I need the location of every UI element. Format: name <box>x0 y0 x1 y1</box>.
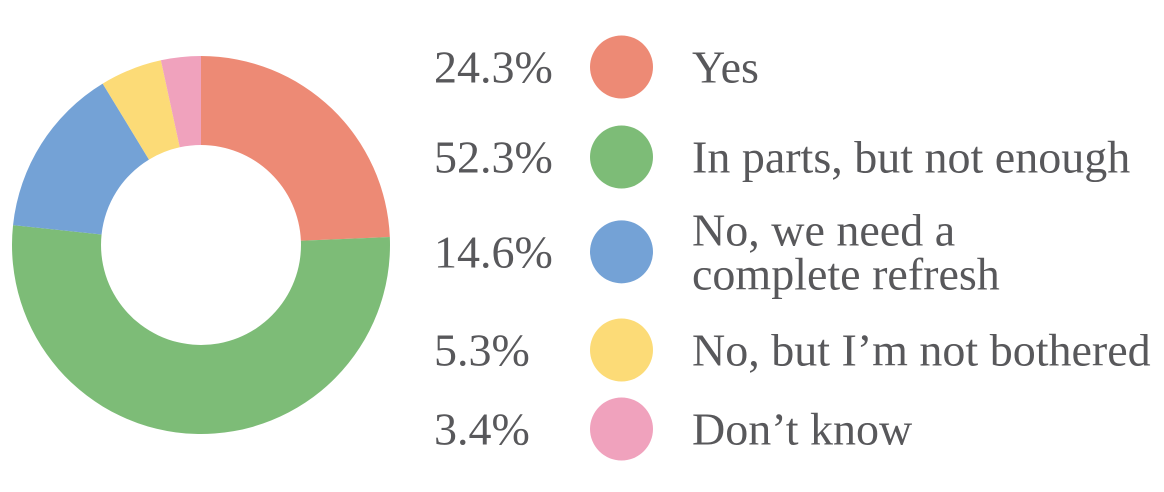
legend-item-in-parts: 52.3% In parts, but not enough <box>434 125 1164 189</box>
legend: 24.3% Yes 52.3% In parts, but not enough… <box>434 0 1164 492</box>
legend-swatch-icon <box>590 125 653 189</box>
legend-percent: 14.6% <box>434 226 553 277</box>
legend-percent: 52.3% <box>434 131 553 182</box>
donut-segment-0 <box>201 56 390 241</box>
donut-segment-1 <box>12 225 391 435</box>
donut-segment-4 <box>160 56 201 148</box>
legend-label: Don’t know <box>692 403 913 455</box>
donut-segment-3 <box>102 60 180 160</box>
legend-percent: 24.3% <box>434 41 553 92</box>
legend-label: No, but I’m not bothered <box>692 324 1151 376</box>
legend-percent: 3.4% <box>434 403 530 454</box>
legend-swatch-icon <box>590 318 653 382</box>
legend-label: Yes <box>692 41 759 93</box>
legend-item-yes: 24.3% Yes <box>434 35 1164 99</box>
legend-item-dont-know: 3.4% Don’t know <box>434 397 1164 461</box>
donut-segment-2 <box>13 83 149 235</box>
legend-percent: 5.3% <box>434 324 530 375</box>
legend-swatch-icon <box>590 220 653 284</box>
donut-chart <box>12 56 391 435</box>
legend-label: In parts, but not enough <box>692 131 1131 183</box>
legend-item-complete-refresh: 14.6% No, we need a complete refresh <box>434 204 1164 299</box>
legend-swatch-icon <box>590 35 653 99</box>
legend-item-not-bothered: 5.3% No, but I’m not bothered <box>434 318 1164 382</box>
legend-swatch-icon <box>590 397 653 461</box>
legend-label: No, we need a complete refresh <box>692 204 1000 299</box>
